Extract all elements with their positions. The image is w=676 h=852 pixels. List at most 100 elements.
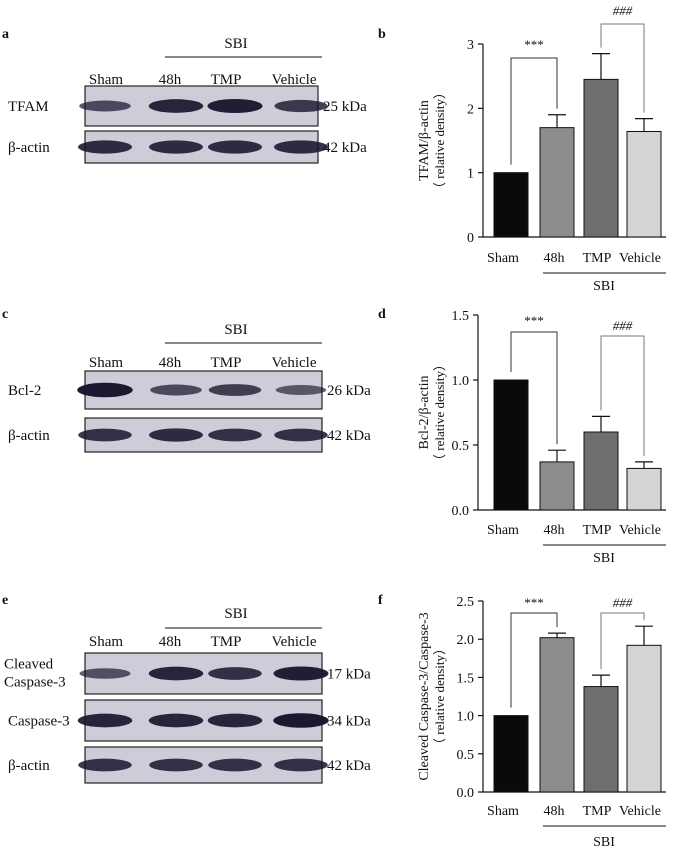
blot-band — [148, 666, 204, 681]
bar — [539, 461, 575, 511]
y-tick-label: 0.5 — [452, 439, 470, 454]
blot-band — [274, 758, 328, 772]
blot-band — [150, 384, 202, 396]
significance-bracket — [600, 335, 645, 456]
kda-label: 42 kDa — [323, 140, 367, 156]
bar — [493, 715, 529, 793]
y-tick-label: 1.0 — [457, 710, 475, 725]
blot-band — [275, 384, 327, 396]
row-label: Caspase-3 — [8, 714, 70, 730]
blot-band — [208, 758, 262, 772]
blot-band — [149, 758, 203, 772]
blot-band — [77, 713, 133, 728]
y-axis-label-unit: （ relative density） — [432, 358, 447, 467]
row-label: β-actin — [8, 140, 50, 156]
y-tick-label: 2.0 — [457, 633, 475, 648]
category-label: 48h — [544, 523, 565, 538]
blot-band — [274, 99, 328, 113]
sbi-label: SBI — [224, 36, 247, 52]
category-label: TMP — [583, 251, 612, 266]
blot-band — [274, 428, 328, 442]
lane-label: Vehicle — [272, 634, 317, 650]
lane-label: 48h — [159, 355, 182, 371]
bar — [583, 78, 619, 238]
sbi-label: SBI — [224, 322, 247, 338]
bar — [626, 644, 662, 793]
bar — [583, 431, 619, 511]
y-axis-label-unit: （ relative density） — [432, 642, 447, 751]
significance-bracket — [510, 612, 558, 708]
panel-letter: a — [2, 27, 9, 42]
row-label: β-actin — [8, 428, 50, 444]
y-tick-label: 2 — [467, 102, 474, 117]
blot-band — [148, 713, 204, 728]
blot-band — [273, 713, 329, 728]
significance-label: *** — [524, 595, 544, 610]
category-label: Vehicle — [619, 251, 661, 266]
lane-label: TMP — [211, 72, 242, 88]
blot-band — [273, 666, 329, 681]
blot-band — [207, 713, 263, 728]
bar — [539, 127, 575, 238]
chart-panel-f: f 0.0 0.5 1.0 1.5 2.0 2.5 Cleaved Caspase-3/Cas… — [378, 593, 666, 850]
category-label: Sham — [487, 251, 519, 266]
lane-label: 48h — [159, 634, 182, 650]
y-axis-label: Cleaved Caspase-3/Caspase-3 — [417, 612, 432, 780]
blot-band — [79, 100, 131, 112]
category-label: Sham — [487, 804, 519, 819]
panel-letter: b — [378, 27, 386, 42]
kda-label: 25 kDa — [323, 99, 367, 115]
blot-band — [78, 428, 132, 442]
blot-band — [208, 667, 262, 680]
lane-label: Vehicle — [272, 355, 317, 371]
lane-label: 48h — [159, 72, 182, 88]
blot-panel-e: e SBI Sham 48h TMP Vehicle Cleaved Caspase-3 17 … — [2, 593, 371, 784]
y-axis-label-unit: （ relative density） — [432, 86, 447, 195]
panel-letter: f — [378, 593, 383, 608]
y-tick-label: 0.5 — [457, 748, 475, 763]
significance-label: ### — [613, 595, 633, 610]
category-label: Sham — [487, 523, 519, 538]
kda-label: 42 kDa — [327, 758, 371, 774]
significance-label: *** — [524, 37, 544, 52]
y-tick-label: 2.5 — [457, 595, 475, 610]
blot-band — [274, 140, 328, 154]
y-tick-label: 1.5 — [452, 309, 470, 324]
bar — [583, 686, 619, 793]
chart-panel-d: d 0.0 0.5 1.0 1.5 Bcl-2/β-actin （ relative den… — [378, 307, 666, 566]
bar — [626, 467, 662, 511]
y-tick-label: 1.0 — [452, 374, 470, 389]
sbi-label: SBI — [224, 606, 247, 622]
blot-band — [78, 758, 132, 772]
y-axis-label: TFAM/β-actin — [417, 100, 432, 181]
kda-label: 42 kDa — [327, 428, 371, 444]
y-tick-label: 1 — [467, 167, 474, 182]
y-tick-label: 0.0 — [457, 786, 475, 801]
significance-label: *** — [524, 313, 544, 328]
category-label: 48h — [544, 251, 565, 266]
lane-label: TMP — [211, 355, 242, 371]
significance-bracket — [510, 331, 558, 445]
kda-label: 26 kDa — [327, 383, 371, 399]
bar — [626, 130, 662, 238]
row-label: β-actin — [8, 758, 50, 774]
blot-band — [79, 668, 131, 679]
chart-panel-b: b 0 1 2 3 TFAM/β-actin （ relative density） Sham… — [378, 3, 666, 294]
bar — [539, 637, 575, 793]
lane-label: TMP — [211, 634, 242, 650]
blot-band — [208, 140, 262, 154]
blot-panel-a: a SBI Sham 48h TMP Vehicle TFAM 25 kDa β-actin 42… — [2, 27, 367, 164]
blot-band — [207, 98, 263, 114]
significance-bracket — [600, 612, 645, 670]
sbi-group-label: SBI — [593, 551, 615, 566]
panel-letter: d — [378, 307, 386, 322]
blot-band — [149, 428, 203, 442]
blot-band — [78, 140, 132, 154]
significance-bracket — [600, 23, 645, 113]
significance-label: ### — [613, 318, 633, 333]
y-axis-label: Bcl-2/β-actin — [417, 376, 432, 450]
category-label: TMP — [583, 523, 612, 538]
row-label: Bcl-2 — [8, 383, 41, 399]
blot-band — [208, 428, 262, 442]
